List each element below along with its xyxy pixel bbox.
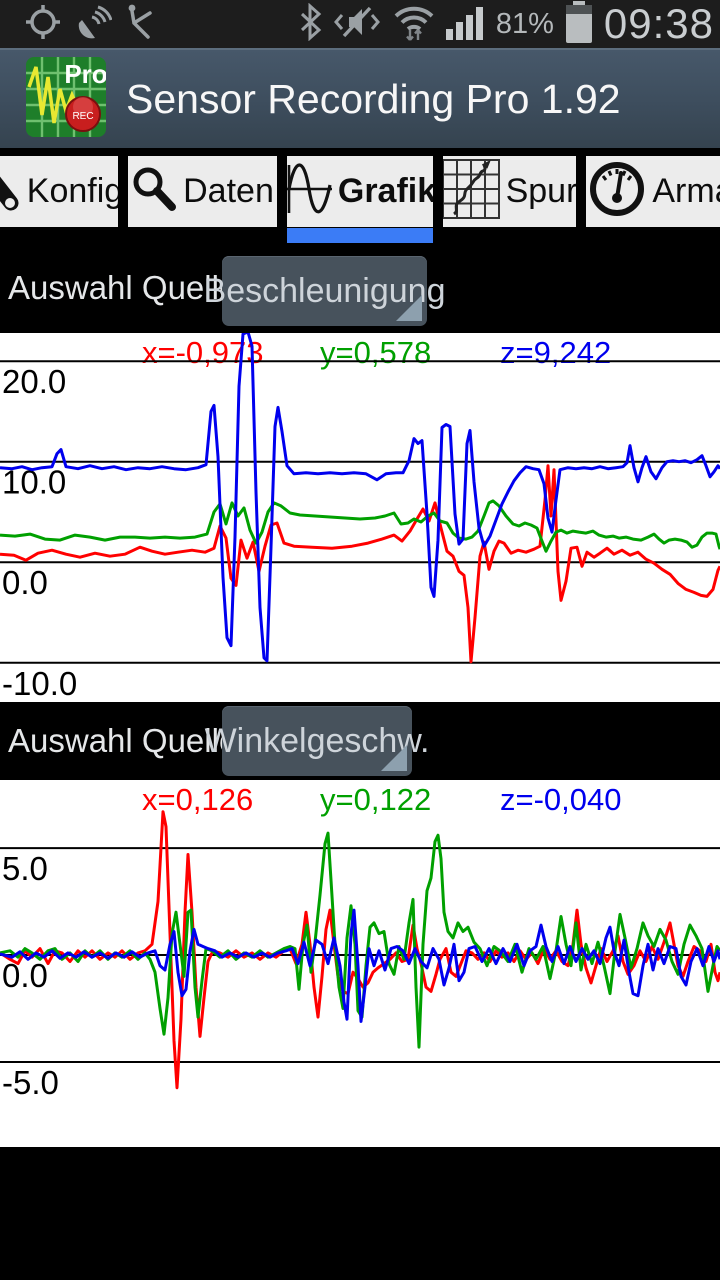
data-connection-icon [124, 2, 158, 47]
selected-tab-underline [287, 228, 433, 243]
svg-text:-10.0: -10.0 [2, 665, 77, 702]
legend-y: y=0,578 [320, 335, 432, 370]
svg-text:0.0: 0.0 [2, 564, 48, 601]
magnifier-icon [131, 166, 177, 217]
angular-velocity-plot: 5.0 0.0 -5.0 [0, 810, 720, 1101]
sine-wave-icon [287, 161, 332, 222]
wrench-icon [0, 159, 21, 224]
bluetooth-icon [298, 2, 322, 46]
source-spinner-angular-velocity[interactable]: Winkelgeschw. [205, 706, 429, 776]
tab-label-konfig: Konfig [26, 172, 118, 210]
wifi-arrows-icon [392, 2, 436, 47]
svg-text:Pro: Pro [64, 59, 106, 89]
tab-label-armaturen: Arma [652, 172, 720, 210]
source-row-angular-velocity: Auswahl Quelle: Winkelgeschw. [0, 702, 720, 780]
svg-text:REC: REC [72, 111, 93, 122]
chart-angular-velocity: x=0,126 y=0,122 z=-0,040 5.0 0.0 -5.0 [0, 780, 720, 1147]
vibrate-mute-icon [331, 3, 383, 46]
satellite-dish-icon [74, 3, 113, 46]
tab-label-spur: Spur [505, 172, 576, 210]
source-spinner-acceleration[interactable]: Beschleunigung [204, 256, 445, 326]
bottom-filler [0, 1147, 720, 1280]
gauge-icon [588, 160, 646, 223]
source-label: Auswahl Quelle: [8, 722, 247, 759]
svg-text:0.0: 0.0 [2, 957, 48, 994]
svg-text:20.0: 20.0 [2, 363, 66, 400]
signal-strength-icon [445, 3, 487, 46]
app-icon: Pro REC [26, 56, 108, 142]
legend-z: z=-0,040 [500, 782, 622, 817]
svg-text:-5.0: -5.0 [2, 1064, 59, 1101]
tab-label-grafik: Grafik [337, 172, 433, 210]
legend-x: x=0,126 [142, 782, 254, 817]
spinner-corner-icon [396, 295, 422, 321]
tab-grafik[interactable]: Grafik [287, 156, 433, 227]
battery-icon [563, 0, 595, 49]
source-row-acceleration: Auswahl Quelle: Beschleunigung [0, 243, 720, 333]
spinner-corner-icon [381, 745, 407, 771]
status-time: 09:38 [603, 0, 714, 47]
title-bar: Pro REC Sensor Recording Pro 1.92 [0, 48, 720, 148]
tab-label-daten: Daten [183, 172, 274, 210]
svg-text:5.0: 5.0 [2, 850, 48, 887]
page-title: Sensor Recording Pro 1.92 [126, 75, 621, 122]
source-label: Auswahl Quelle: [8, 269, 247, 306]
status-bar: 81% 09:38 [0, 0, 720, 48]
battery-percent: 81% [495, 7, 554, 40]
legend-y: y=0,122 [320, 782, 432, 817]
track-grid-icon [443, 159, 500, 224]
tab-bar: Konfig Daten Grafik Spur Arma [0, 148, 720, 243]
acceleration-plot: 20.010.00.0-10.0 [0, 333, 720, 702]
chart-acceleration: x=-0,973 y=0,578 z=9,242 20.0 10.0 0.0 -10.… [0, 333, 720, 702]
tab-daten[interactable]: Daten [128, 156, 277, 227]
gps-searching-icon [24, 3, 62, 46]
legend-z: z=9,242 [500, 335, 612, 370]
tab-spur[interactable]: Spur [443, 156, 576, 227]
tab-armaturen[interactable]: Arma [586, 156, 720, 227]
tab-konfig[interactable]: Konfig [0, 156, 118, 227]
